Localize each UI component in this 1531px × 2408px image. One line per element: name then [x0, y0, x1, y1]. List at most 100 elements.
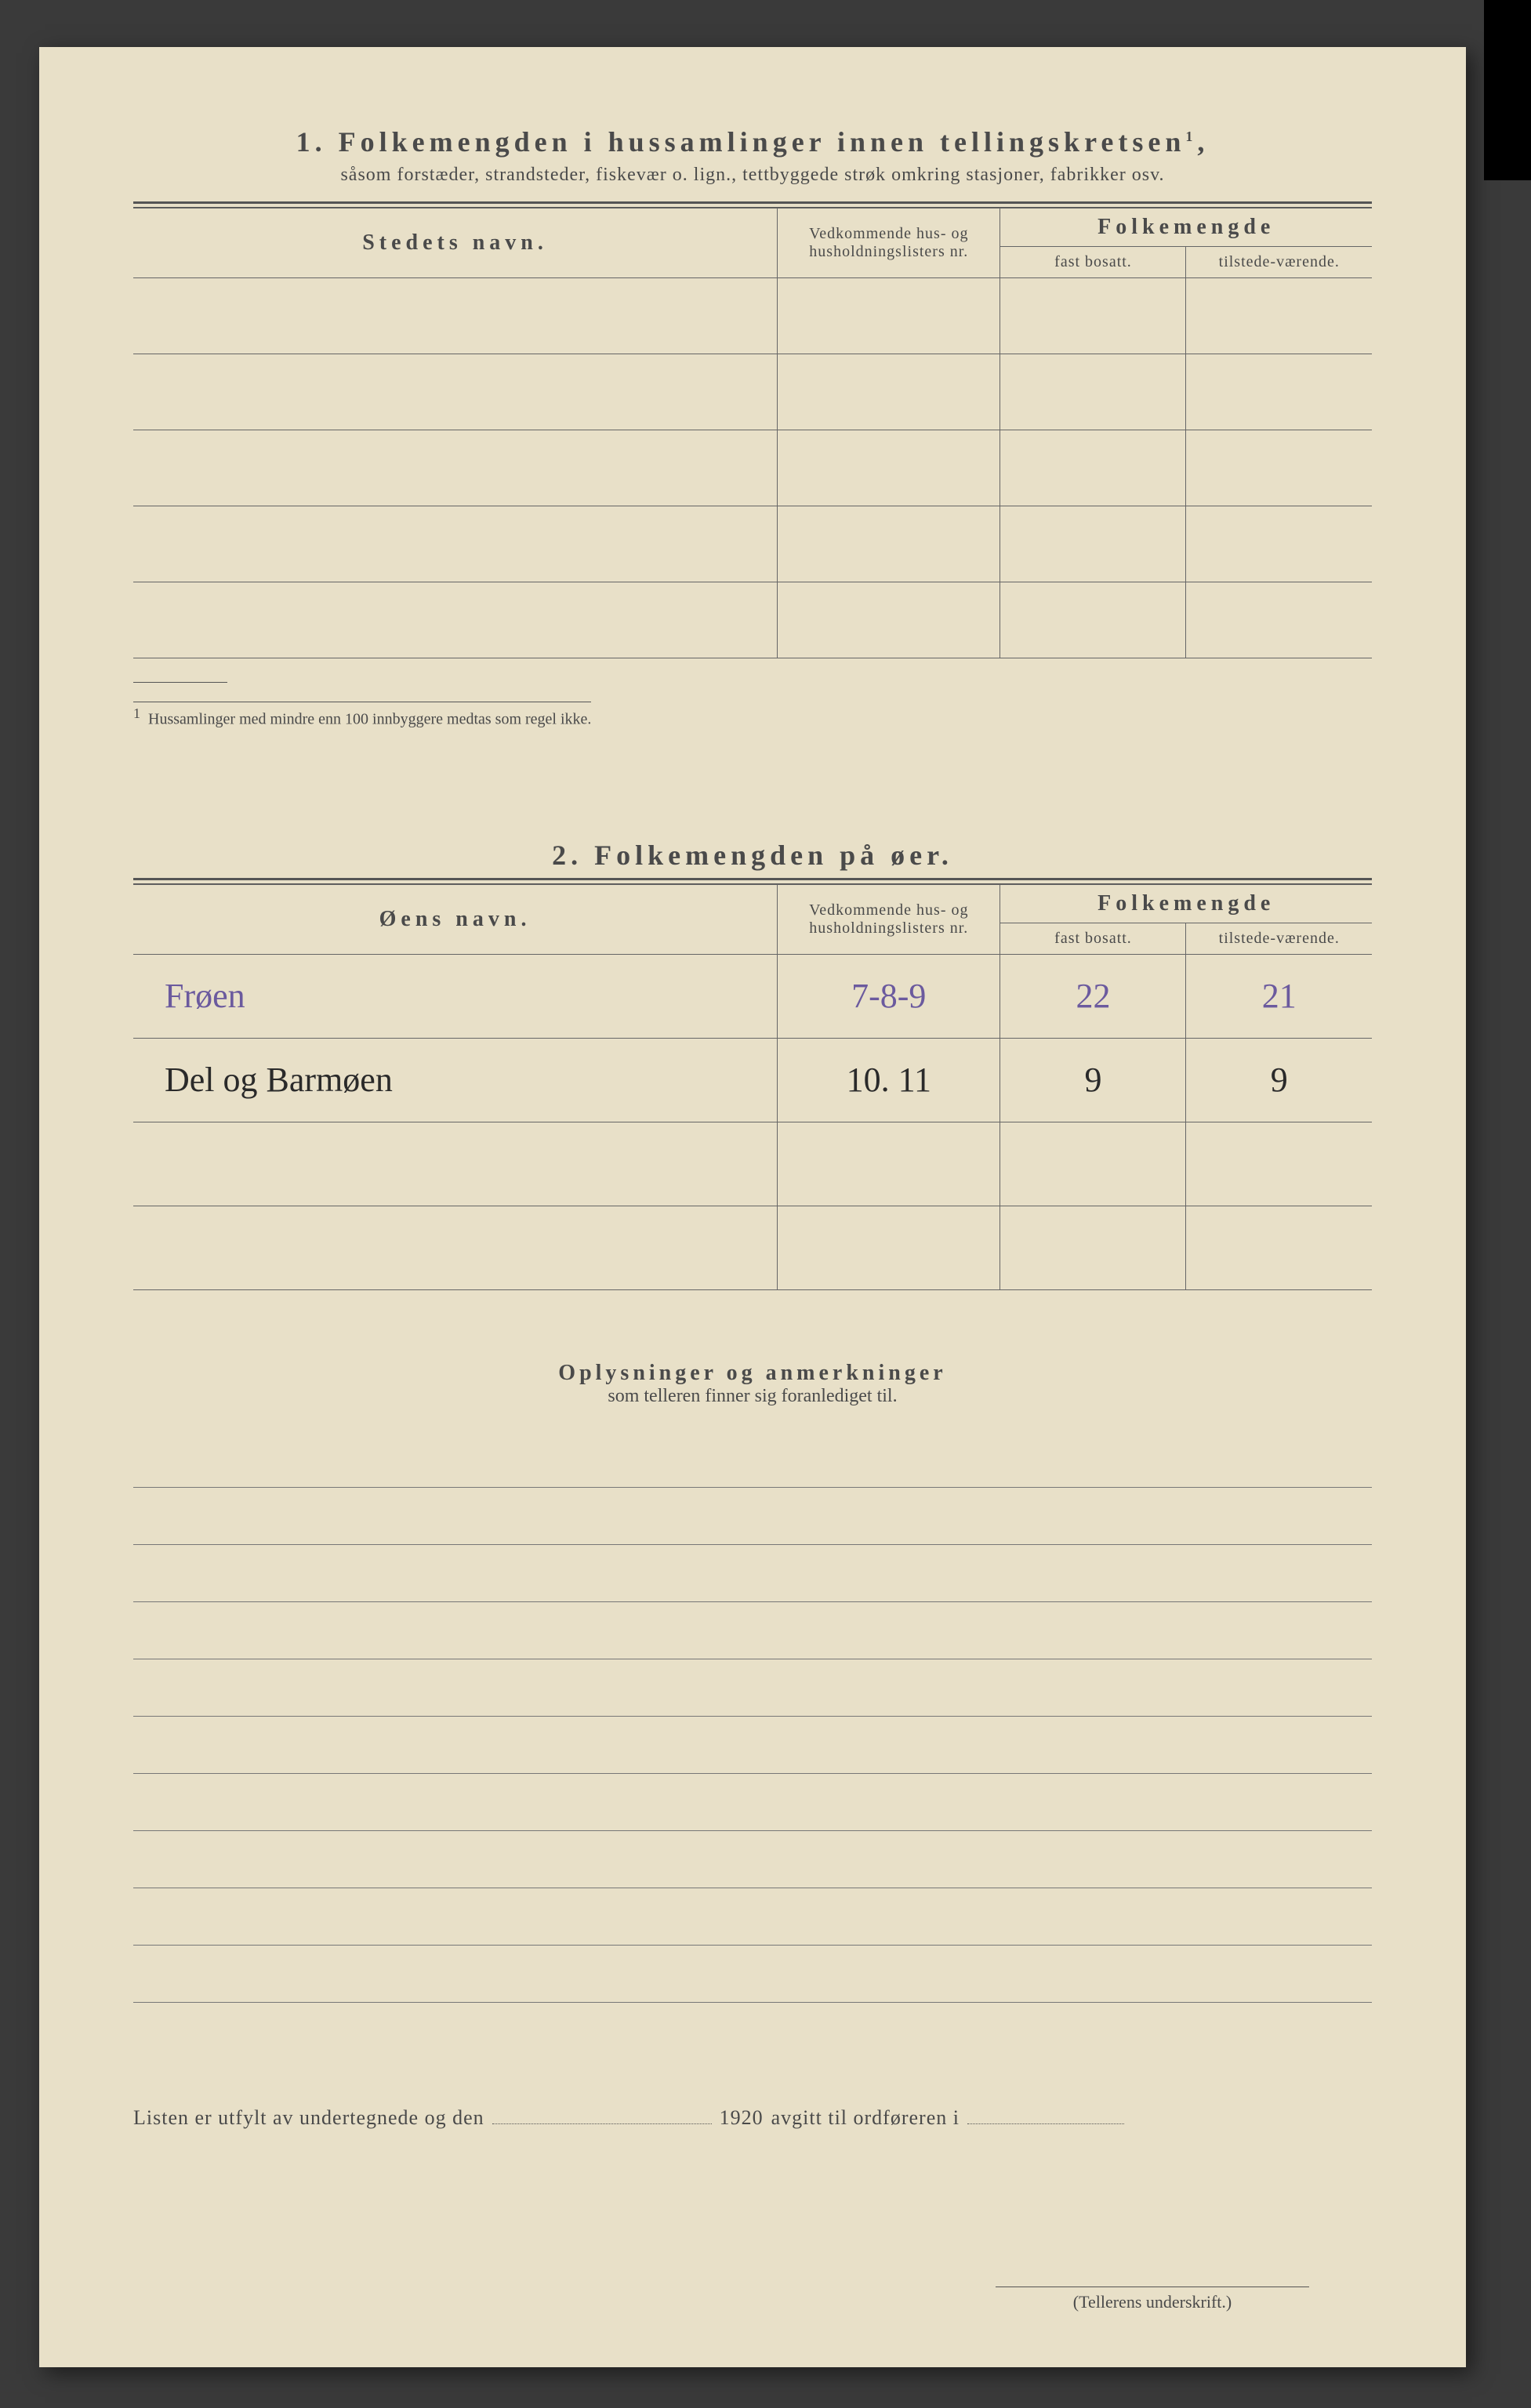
table-cell [1186, 278, 1372, 354]
table-row [133, 582, 1372, 658]
handwritten-value: 9 [1084, 1061, 1101, 1099]
table-cell [1000, 1122, 1186, 1206]
bottom-year: 1920 [720, 2106, 764, 2130]
table-row [133, 278, 1372, 354]
handwritten-value: 10. 11 [847, 1061, 931, 1099]
ruled-line [133, 1717, 1372, 1774]
section2-rule [133, 878, 1372, 884]
th-group: Folkemengde [1000, 209, 1372, 247]
table-cell [133, 506, 778, 582]
table-cell: Frøen [133, 954, 778, 1038]
binding-edge [1484, 0, 1531, 180]
th-ref: Vedkommende hus- og husholdningslisters … [778, 209, 1000, 278]
th-name: Stedets navn. [133, 209, 778, 278]
th2-group: Folkemengde [1000, 884, 1372, 923]
table-cell [1186, 1122, 1372, 1206]
ruled-line [133, 1888, 1372, 1946]
th2-fast: fast bosatt. [1000, 923, 1186, 954]
table-cell [1000, 354, 1186, 430]
table-row [133, 506, 1372, 582]
bottom-blank-place [967, 2105, 1124, 2124]
table-cell [1000, 506, 1186, 582]
table-cell [1186, 506, 1372, 582]
handwritten-value: 22 [1076, 977, 1110, 1015]
ruled-line [133, 1488, 1372, 1545]
ruled-line [133, 1774, 1372, 1831]
section1-title: 1. Folkemengden i hussamlinger innen tel… [133, 125, 1372, 158]
table-cell: 9 [1000, 1038, 1186, 1122]
handwritten-value: 7-8-9 [851, 977, 926, 1015]
table-cell [778, 1206, 1000, 1289]
ruled-line [133, 1946, 1372, 2003]
section1-title-text: Folkemengden i hussamlinger innen tellin… [339, 126, 1186, 158]
section1-title-sup: 1 [1185, 129, 1197, 144]
th-til: tilstede-værende. [1186, 247, 1372, 278]
remarks-title: Oplysninger og anmerkninger [133, 1361, 1372, 1386]
table-cell [778, 1122, 1000, 1206]
ruled-line [133, 1831, 1372, 1888]
ruled-line [133, 1431, 1372, 1488]
table-cell: 22 [1000, 954, 1186, 1038]
table-row: Frøen 7-8-9 22 21 [133, 954, 1372, 1038]
table-row [133, 354, 1372, 430]
table-cell [778, 430, 1000, 506]
table-cell: 9 [1186, 1038, 1372, 1122]
ruled-line [133, 1602, 1372, 1659]
table-cell [1000, 430, 1186, 506]
th2-til: tilstede-værende. [1186, 923, 1372, 954]
table-cell [778, 582, 1000, 658]
table-cell [133, 430, 778, 506]
handwritten-value: Del og Barmøen [165, 1061, 393, 1099]
handwritten-value: 9 [1271, 1061, 1288, 1099]
bottom-blank-date [492, 2105, 712, 2124]
remarks-subtitle: som telleren finner sig foranlediget til… [133, 1386, 1372, 1407]
table-cell [778, 278, 1000, 354]
table-cell [1000, 278, 1186, 354]
section1-rule [133, 201, 1372, 208]
table-row [133, 1122, 1372, 1206]
table-cell [1186, 430, 1372, 506]
th-fast: fast bosatt. [1000, 247, 1186, 278]
table-cell: 21 [1186, 954, 1372, 1038]
th2-ref: Vedkommende hus- og husholdningslisters … [778, 884, 1000, 954]
section1-number: 1. [296, 126, 327, 158]
footnote-text: Hussamlinger med mindre enn 100 innbygge… [148, 711, 591, 728]
table-cell [133, 1206, 778, 1289]
signature-label: (Tellerens underskrift.) [996, 2287, 1309, 2312]
bottom-statement: Listen er utfylt av undertegnede og den … [133, 2105, 1372, 2130]
table-cell [133, 582, 778, 658]
table-cell [778, 506, 1000, 582]
section2-title: 2. Folkemengden på øer. [133, 839, 1372, 872]
document-page: 1. Folkemengden i hussamlinger innen tel… [39, 47, 1466, 2367]
bottom-prefix: Listen er utfylt av undertegnede og den [133, 2106, 484, 2130]
section2-table: Øens navn. Vedkommende hus- og husholdni… [133, 884, 1372, 1290]
section2-number: 2. [552, 840, 582, 871]
table-row [133, 1206, 1372, 1289]
table-cell [778, 354, 1000, 430]
table-cell [1186, 354, 1372, 430]
footnote-marker: 1 [133, 705, 140, 721]
section2: 2. Folkemengden på øer. Øens navn. Vedko… [133, 839, 1372, 1290]
bottom-suffix: avgitt til ordføreren i [771, 2106, 960, 2130]
section1-footnote: 1 Hussamlinger med mindre enn 100 innbyg… [133, 702, 591, 729]
table-cell [1000, 582, 1186, 658]
table-cell: 7-8-9 [778, 954, 1000, 1038]
table-cell [133, 278, 778, 354]
table-row: Del og Barmøen 10. 11 9 9 [133, 1038, 1372, 1122]
table-cell: 10. 11 [778, 1038, 1000, 1122]
table-row [133, 430, 1372, 506]
table-cell [133, 354, 778, 430]
table-cell [133, 1122, 778, 1206]
section2-title-text: Folkemengden på øer. [594, 840, 953, 871]
table-cell [1000, 1206, 1186, 1289]
table-cell [1186, 1206, 1372, 1289]
handwritten-value: 21 [1262, 977, 1297, 1015]
ruled-line [133, 1659, 1372, 1717]
section1-table: Stedets navn. Vedkommende hus- og hushol… [133, 208, 1372, 658]
section1-subtitle: såsom forstæder, strandsteder, fiskevær … [133, 165, 1372, 186]
ruled-line [133, 1545, 1372, 1602]
table-cell [1186, 582, 1372, 658]
signature-area: (Tellerens underskrift.) [133, 2287, 1372, 2312]
remarks-lines [133, 1431, 1372, 2003]
footnote-rule [133, 682, 227, 683]
